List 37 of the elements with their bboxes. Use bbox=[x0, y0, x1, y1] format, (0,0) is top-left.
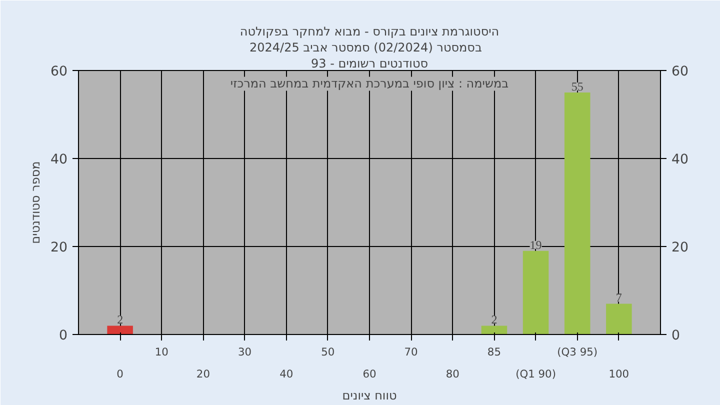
y-tick-label: 20 bbox=[50, 240, 68, 256]
data-label: 7 bbox=[616, 290, 622, 305]
y2-tick-label: 0 bbox=[672, 328, 680, 344]
annotation: סטודנטים רשומים - 93 bbox=[310, 56, 428, 70]
x-tick-label: 0 bbox=[116, 368, 124, 380]
bar bbox=[606, 304, 632, 334]
x-tick-label: 60 bbox=[362, 368, 376, 380]
x-tick-label: (Q3 95) bbox=[557, 346, 598, 358]
x-tick-label: 20 bbox=[196, 368, 210, 380]
data-label: 2 bbox=[117, 312, 124, 327]
x-tick-label: 30 bbox=[238, 346, 252, 358]
x-tick-label: 100 bbox=[608, 368, 630, 380]
x-tick-label: 40 bbox=[280, 368, 294, 380]
data-label: 19 bbox=[530, 238, 542, 252]
y2-tick-label: 20 bbox=[672, 240, 688, 256]
chart-subtitle: בסמסטר (02/2024) סמסטר אביב 2024/25 bbox=[249, 40, 482, 54]
x-tick-label: 10 bbox=[154, 346, 169, 358]
chart-title: היסטוגרמת ציונים בקורס - מבוא למחקר בפקולטה bbox=[240, 24, 500, 38]
data-label: 2 bbox=[491, 312, 498, 327]
bar bbox=[564, 92, 590, 334]
bar bbox=[107, 326, 133, 334]
y-axis-title: מספר סטודנטים bbox=[28, 161, 43, 244]
x-tick-label: 50 bbox=[321, 346, 335, 358]
y2-tick-label: 60 bbox=[672, 64, 688, 80]
x-tick-label: 80 bbox=[446, 368, 460, 380]
y-tick-label: 60 bbox=[50, 64, 68, 80]
x-tick-label: (Q1 90) bbox=[516, 368, 556, 380]
x-tick-label: 85 bbox=[487, 346, 501, 358]
x-tick-label: 70 bbox=[404, 346, 418, 358]
bar bbox=[481, 326, 508, 334]
y-tick-label: 40 bbox=[50, 152, 68, 168]
annotation: במשימה : ציון סופי במערכת האקדמית במחשב המרכזי bbox=[230, 76, 509, 91]
data-label: 55 bbox=[571, 80, 584, 94]
x-axis-title: טווח ציונים bbox=[342, 388, 397, 402]
bar bbox=[522, 250, 549, 334]
y2-tick-label: 40 bbox=[672, 152, 688, 168]
y-tick-label: 0 bbox=[59, 328, 68, 344]
